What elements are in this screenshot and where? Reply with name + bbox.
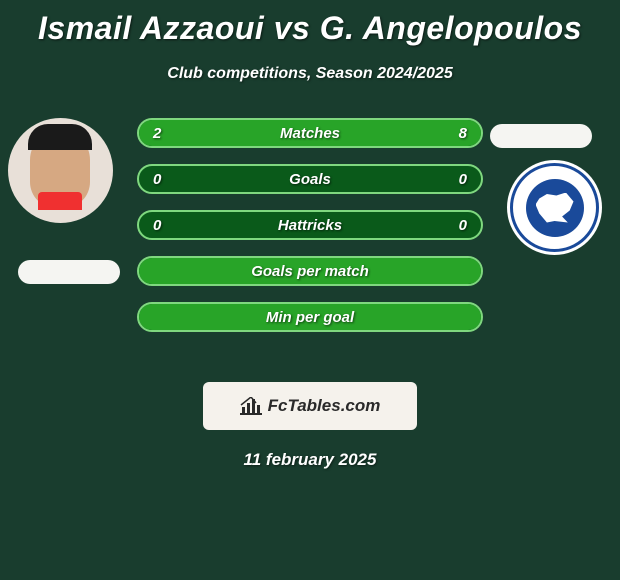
- stat-fill-right: [207, 120, 481, 146]
- stat-bars-container: 2 Matches 8 0 Goals 0 0 Hattricks 0 Goal…: [137, 118, 483, 348]
- player-right-block: [507, 160, 602, 255]
- stat-value-right: 0: [459, 171, 467, 188]
- stat-row-goals: 0 Goals 0: [137, 164, 483, 194]
- stat-row-min-per-goal: Min per goal: [137, 302, 483, 332]
- bar-chart-icon: [240, 397, 262, 415]
- comparison-content: 2 Matches 8 0 Goals 0 0 Hattricks 0 Goal…: [0, 118, 620, 368]
- stat-label: Min per goal: [266, 309, 354, 326]
- stat-label: Goals: [289, 171, 331, 188]
- page-subtitle: Club competitions, Season 2024/2025: [0, 65, 620, 83]
- stat-row-matches: 2 Matches 8: [137, 118, 483, 148]
- stat-value-left: 0: [153, 217, 161, 234]
- stat-value-left: 2: [153, 125, 161, 142]
- stat-row-goals-per-match: Goals per match: [137, 256, 483, 286]
- stat-value-right: 8: [459, 125, 467, 142]
- player-left-club-pill: [18, 260, 120, 284]
- player-left-block: [8, 118, 113, 223]
- stat-label: Goals per match: [251, 263, 369, 280]
- stat-value-right: 0: [459, 217, 467, 234]
- avatar-face-placeholder: [30, 130, 90, 208]
- watermark-badge: FcTables.com: [203, 382, 417, 430]
- page-title: Ismail Azzaoui vs G. Angelopoulos: [0, 0, 620, 47]
- player-left-avatar: [8, 118, 113, 223]
- player-right-club-pill: [490, 124, 592, 148]
- stat-label: Matches: [280, 125, 340, 142]
- player-right-club-logo: [507, 160, 602, 255]
- watermark-text: FcTables.com: [268, 396, 381, 416]
- stat-value-left: 0: [153, 171, 161, 188]
- footer-date: 11 february 2025: [0, 450, 620, 470]
- stat-fill-left: [139, 120, 207, 146]
- stat-row-hattricks: 0 Hattricks 0: [137, 210, 483, 240]
- stat-label: Hattricks: [278, 217, 342, 234]
